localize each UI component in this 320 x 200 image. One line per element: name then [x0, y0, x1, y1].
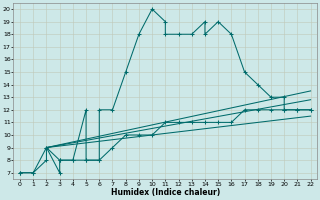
- X-axis label: Humidex (Indice chaleur): Humidex (Indice chaleur): [111, 188, 220, 197]
